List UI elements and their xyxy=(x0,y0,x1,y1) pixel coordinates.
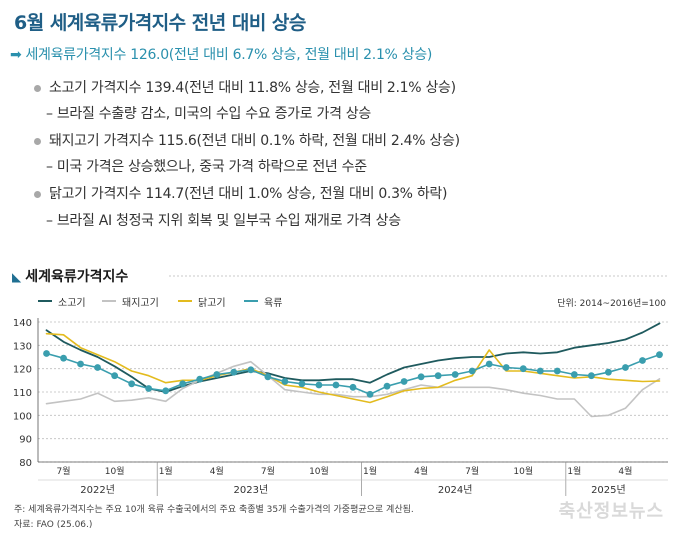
x-tick-label: 1월 xyxy=(567,465,581,477)
data-point xyxy=(332,381,340,389)
x-tick-label: 7월 xyxy=(57,465,71,477)
x-tick-label: 10월 xyxy=(309,465,329,477)
data-point xyxy=(128,380,136,388)
year-label: 2022년 xyxy=(80,484,115,496)
data-point xyxy=(43,350,50,357)
bullet-pork-detail: – 미국 가격은 상승했으나, 중국 가격 하락으로 전년 수준 xyxy=(46,159,367,175)
legend-swatch xyxy=(38,300,52,302)
bullet-pork: 돼지고기 가격지수 115.6(전년 대비 0.1% 하락, 전월 대비 2.4… xyxy=(34,130,460,150)
y-tick-label: 120 xyxy=(13,365,32,376)
main-bullet-text: 세계육류가격지수 126.0(전년 대비 6.7% 상승, 전월 대비 2.1%… xyxy=(25,47,433,63)
legend-label: 닭고기 xyxy=(198,298,226,309)
legend-label: 육류 xyxy=(264,298,283,309)
data-point xyxy=(349,383,357,391)
data-point xyxy=(656,351,663,359)
bullet-beef: 소고기 가격지수 139.4(전년 대비 11.8% 상승, 전월 대비 2.1… xyxy=(34,77,456,97)
bullet-beef-detail: – 브라질 수출량 감소, 미국의 수입 수요 증가로 가격 상승 xyxy=(46,106,371,122)
series-line-2 xyxy=(45,360,661,418)
x-tick-label: 10월 xyxy=(513,465,533,477)
bullet-chicken: 닭고기 가격지수 114.7(전년 대비 1.0% 상승, 전월 대비 0.3%… xyxy=(34,183,447,203)
y-tick-label: 100 xyxy=(13,411,32,422)
year-label: 2023년 xyxy=(234,484,269,496)
bullet-dot-icon xyxy=(34,84,41,92)
x-tick-label: 1월 xyxy=(159,465,173,477)
page-title: 6월 세계육류가격지수 전년 대비 상승 xyxy=(14,12,306,34)
data-point xyxy=(622,364,629,371)
bullet-beef-text: 소고기 가격지수 139.4(전년 대비 11.8% 상승, 전월 대비 2.1… xyxy=(49,80,456,96)
x-tick-label: 10월 xyxy=(105,465,125,477)
chart-section-title: ◣ 세계육류가격지수 xyxy=(12,266,128,286)
data-point xyxy=(587,372,595,380)
data-point xyxy=(196,375,204,383)
data-point xyxy=(60,354,67,362)
y-tick-label: 80 xyxy=(19,458,32,469)
x-tick-label: 4월 xyxy=(414,465,428,477)
series-line-3 xyxy=(45,332,661,404)
year-label: 2025년 xyxy=(591,484,626,496)
data-point xyxy=(162,387,170,395)
data-point xyxy=(281,378,289,385)
x-tick-label: 4월 xyxy=(210,465,224,477)
x-tick-label: 7월 xyxy=(465,465,479,477)
x-tick-label: 4월 xyxy=(618,465,632,477)
y-tick-label: 110 xyxy=(13,388,32,399)
y-tick-label: 140 xyxy=(13,318,32,329)
dotted-divider xyxy=(168,275,668,277)
data-point xyxy=(383,382,391,390)
data-point xyxy=(77,360,84,368)
bullet-chicken-detail: – 브라질 AI 청정국 지위 회복 및 일부국 수입 재개로 가격 상승 xyxy=(46,213,401,229)
data-point xyxy=(434,372,442,380)
legend-label: 돼지고기 xyxy=(122,298,159,309)
source-note: 자료: FAO (25.06.) xyxy=(14,520,93,530)
data-point xyxy=(485,360,493,368)
data-point xyxy=(179,380,187,388)
bullet-dot-icon xyxy=(34,137,41,145)
data-point xyxy=(639,357,646,364)
data-point xyxy=(553,367,561,375)
bullet-pork-text: 돼지고기 가격지수 115.6(전년 대비 0.1% 하락, 전월 대비 2.4… xyxy=(49,133,460,149)
x-tick-label: 7월 xyxy=(261,465,275,477)
year-label: 2024년 xyxy=(438,484,473,496)
data-point xyxy=(111,372,119,380)
triangle-icon: ◣ xyxy=(12,270,22,284)
data-point xyxy=(94,364,101,371)
data-point xyxy=(451,371,459,378)
data-point xyxy=(468,367,476,375)
main-bullet: ➡ 세계육류가격지수 126.0(전년 대비 6.7% 상승, 전월 대비 2.1… xyxy=(10,44,432,64)
footnote: 주: 세계육류가격지수는 주요 10개 육류 수출국에서의 주요 축종별 35개… xyxy=(14,505,414,515)
data-point xyxy=(502,364,510,371)
y-tick-label: 130 xyxy=(13,341,32,352)
data-point xyxy=(417,373,425,381)
data-point xyxy=(213,371,221,378)
data-point xyxy=(519,365,527,373)
unit-label: 단위: 2014~2016년=100 xyxy=(557,299,666,309)
x-tick-label: 1월 xyxy=(363,465,377,477)
series-line-1 xyxy=(45,322,661,393)
arrow-right-icon: ➡ xyxy=(10,47,22,63)
legend-label: 소고기 xyxy=(58,298,86,309)
data-point xyxy=(400,378,408,385)
data-point xyxy=(145,385,153,392)
legend-swatch xyxy=(178,300,192,302)
bullet-chicken-text: 닭고기 가격지수 114.7(전년 대비 1.0% 상승, 전월 대비 0.3%… xyxy=(49,186,448,202)
data-point xyxy=(315,381,323,389)
data-point xyxy=(230,368,238,376)
watermark: 축산정보뉴스 xyxy=(558,501,664,522)
chart-section-title-text: 세계육류가격지수 xyxy=(25,269,129,285)
data-point xyxy=(536,367,544,375)
bullet-dot-icon xyxy=(34,190,41,198)
data-point xyxy=(247,366,255,374)
data-point xyxy=(264,373,272,381)
legend-swatch xyxy=(102,300,116,302)
data-point xyxy=(570,371,578,378)
data-point xyxy=(298,380,306,388)
y-tick-label: 90 xyxy=(19,435,32,446)
legend-swatch xyxy=(244,300,258,302)
data-point xyxy=(366,390,374,398)
data-point xyxy=(605,368,612,376)
